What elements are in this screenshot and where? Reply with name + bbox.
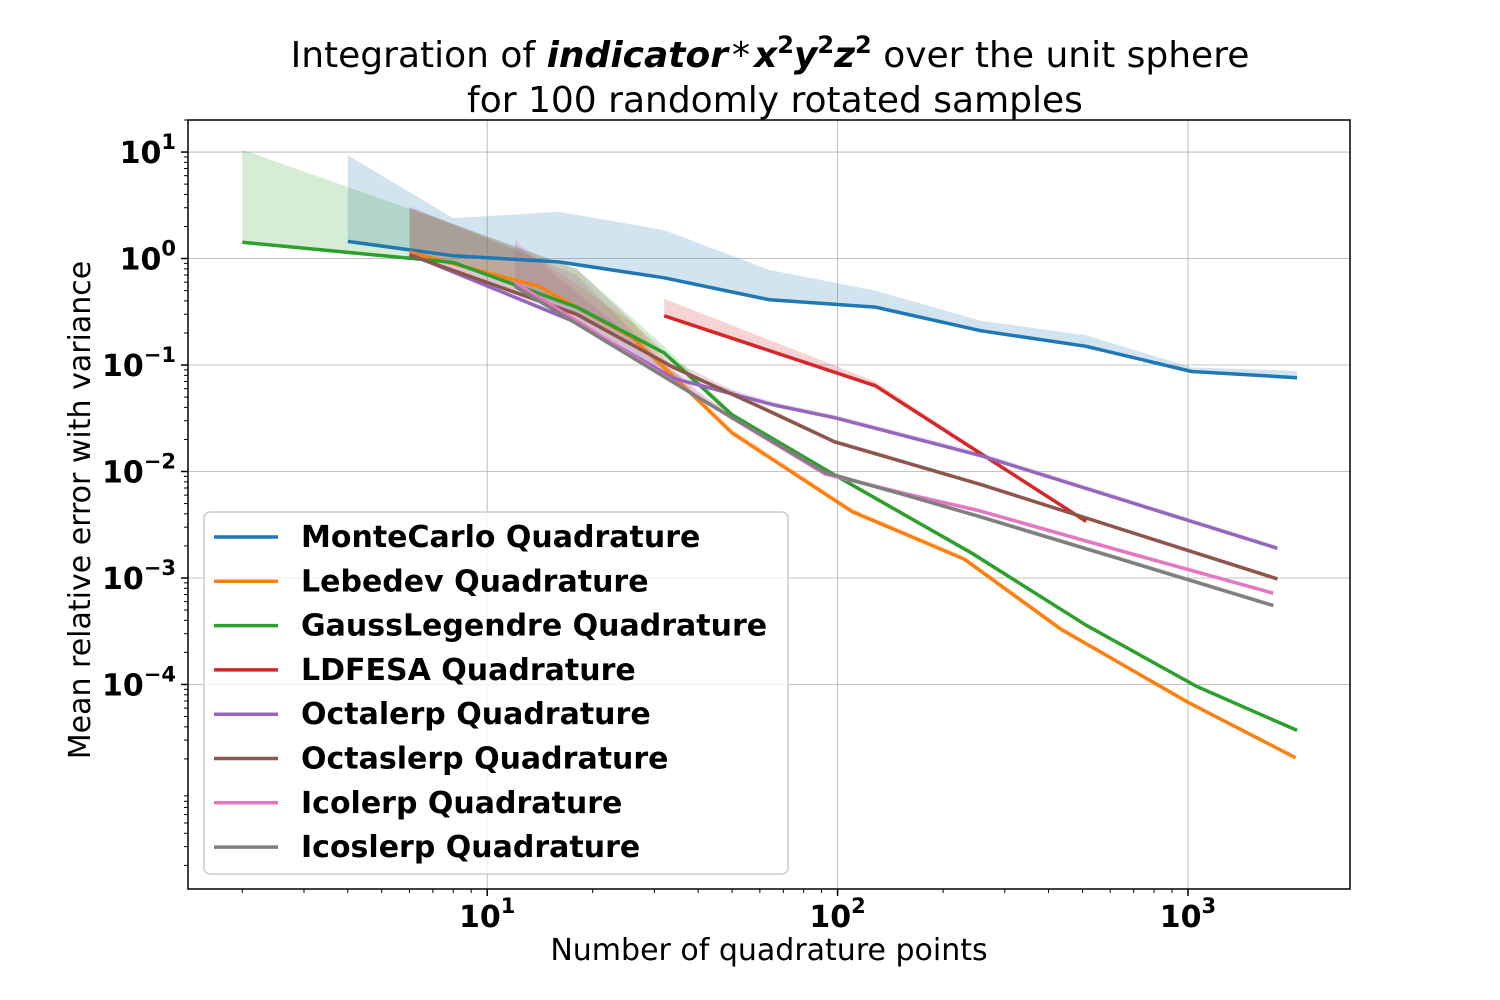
chart-title-prefix: Integration of [291, 35, 547, 76]
variance-band-gausslegendre-quadrature [242, 149, 1298, 731]
y-tick-label: 101 [120, 130, 176, 171]
chart-title-math-x: x [752, 35, 779, 76]
series-line-layer [242, 239, 1298, 760]
series-line-icoslerp-quadrature [513, 284, 1274, 608]
legend-label: Icolerp Quadrature [301, 786, 622, 821]
series-line-octaslerp-quadrature [408, 253, 1278, 581]
legend-label: LDFESA Quadrature [301, 653, 636, 688]
y-tick-label: 100 [120, 237, 176, 278]
y-tick-label: 10−4 [102, 662, 176, 703]
legend-label: Octaslerp Quadrature [301, 742, 669, 777]
legend-label: Icoslerp Quadrature [301, 830, 640, 865]
chart-title-math-x-exp: 2 [777, 31, 794, 59]
chart-title-math-star: * [732, 35, 750, 76]
legend-box [203, 511, 789, 875]
variance-band-layer [242, 149, 1298, 758]
series-line-montecarlo-quadrature [347, 239, 1298, 380]
chart-title-suffix: over the unit sphere [872, 35, 1250, 76]
series-line-ldfesa-quadrature [663, 314, 1088, 523]
y-axis-label: Mean relative error with variance [63, 261, 98, 759]
x-tick-label: 103 [1160, 894, 1216, 935]
chart-title-math-indicator: indicator [547, 35, 731, 76]
series-line-gausslegendre-quadrature [242, 240, 1298, 733]
x-tick-label: 101 [459, 894, 515, 935]
y-tick-label: 10−2 [102, 450, 176, 491]
legend-label: MonteCarlo Quadrature [301, 520, 700, 555]
chart-title-line2: for 100 randomly rotated samples [467, 80, 1083, 121]
plot-area-frame [187, 119, 1351, 890]
chart-title-math-y: y [794, 35, 819, 76]
chart-title-math-z-exp: 2 [855, 31, 872, 59]
tick-layer: 101 102 103 101 100 10−1 10−2 10−3 10−4 [102, 119, 1216, 935]
legend-label: Lebedev Quadrature [301, 564, 649, 599]
y-tick-label: 10−1 [102, 343, 176, 384]
variance-band-lebedev-quadrature [409, 207, 1296, 758]
variance-band-octaslerp-quadrature [409, 207, 1278, 579]
chart-title-math-y-exp: 2 [817, 31, 834, 59]
legend-label: GaussLegendre Quadrature [301, 609, 767, 644]
chart-title-line1: Integration of indicator * x2y2z2 over the… [291, 31, 1250, 76]
variance-band-ldfesa-quadrature [664, 298, 1087, 522]
x-tick-label: 102 [809, 894, 865, 935]
y-tick-label: 10−3 [102, 556, 176, 597]
legend: MonteCarlo Quadrature Lebedev Quadrature G… [203, 511, 789, 875]
legend-label: Octalerp Quadrature [301, 697, 651, 732]
chart-title-math-z: z [833, 35, 856, 76]
x-axis-label: Number of quadrature points [550, 933, 987, 968]
